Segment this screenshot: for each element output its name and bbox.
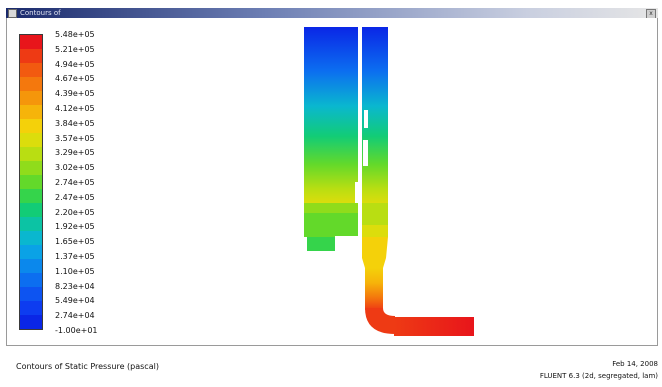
solver-version: FLUENT 6.3 (2d, segregated, lam): [539, 372, 658, 380]
step-region: [307, 237, 335, 251]
window-icon: [8, 9, 17, 18]
upper-chamber-region: [304, 27, 358, 203]
colorbar-tick-label: 1.92e+05: [55, 222, 95, 232]
outlet-region: [394, 317, 474, 336]
colorbar-tick-label: 3.29e+05: [55, 148, 95, 158]
colorbar-swatch: [20, 63, 42, 77]
colorbar-swatch: [20, 231, 42, 245]
colorbar-tick-label: 4.39e+05: [55, 89, 95, 99]
colorbar-swatch: [20, 49, 42, 63]
colorbar-swatch: [20, 133, 42, 147]
colorbar-tick-label: 3.02e+05: [55, 163, 95, 173]
colorbar-swatch: [20, 77, 42, 91]
colorbar-tick-label: 5.21e+05: [55, 44, 95, 54]
colorbar-swatch: [20, 203, 42, 217]
colorbar-tick-label: 2.74e+04: [55, 311, 95, 321]
colorbar-swatch: [20, 119, 42, 133]
plot-date: Feb 14, 2008: [612, 360, 658, 368]
colorbar-swatch: [20, 175, 42, 189]
colorbar-tick-label: 5.48e+05: [55, 30, 95, 39]
colorbar: [19, 34, 43, 330]
colorbar-tick-label: 3.57e+05: [55, 133, 95, 143]
colorbar-swatch: [20, 91, 42, 105]
colorbar-labels: 5.48e+05 5.21e+05 4.94e+05 4.67e+05 4.39e+05…: [55, 30, 125, 335]
colorbar-tick-label: 8.23e+04: [55, 281, 95, 291]
colorbar-swatch: [20, 217, 42, 231]
colorbar-tick-label: 5.49e+04: [55, 296, 95, 306]
window-title: Contours of: [20, 9, 61, 17]
colorbar-tick-label: 1.10e+05: [55, 266, 95, 276]
colorbar-tick-label: -1.00e+01: [55, 326, 98, 335]
colorbar-swatch: [20, 161, 42, 175]
colorbar-swatch: [20, 315, 42, 329]
colorbar-swatch: [20, 147, 42, 161]
colorbar-tick-label: 2.47e+05: [55, 192, 95, 202]
bend-region: [365, 308, 395, 334]
colorbar-swatch: [20, 245, 42, 259]
colorbar-tick-label: 4.67e+05: [55, 74, 95, 84]
colorbar-tick-label: 2.74e+05: [55, 178, 95, 187]
colorbar-tick-label: 1.37e+05: [55, 252, 95, 261]
colorbar-tick-label: 4.12e+05: [55, 104, 95, 113]
colorbar-swatch: [20, 105, 42, 119]
colorbar-tick-label: 1.65e+05: [55, 237, 95, 247]
plot-caption: Contours of Static Pressure (pascal): [16, 362, 159, 371]
colorbar-swatch: [20, 273, 42, 287]
colorbar-tick-label: 3.84e+05: [55, 118, 95, 128]
colorbar-swatch: [20, 259, 42, 273]
colorbar-tick-label: 4.94e+05: [55, 59, 95, 69]
slit-gap: [358, 27, 362, 230]
nozzle-taper-region: [362, 237, 388, 268]
status-bar: Contours of Static Pressure (pascal) Feb…: [0, 348, 662, 387]
colorbar-swatch: [20, 301, 42, 315]
window-titlebar[interactable]: Contours of x: [6, 8, 658, 19]
colorbar-swatch: [20, 35, 42, 49]
colorbar-tick-label: 2.20e+05: [55, 207, 95, 217]
tube-region: [365, 268, 383, 310]
colorbar-swatch: [20, 287, 42, 301]
colorbar-swatch: [20, 189, 42, 203]
